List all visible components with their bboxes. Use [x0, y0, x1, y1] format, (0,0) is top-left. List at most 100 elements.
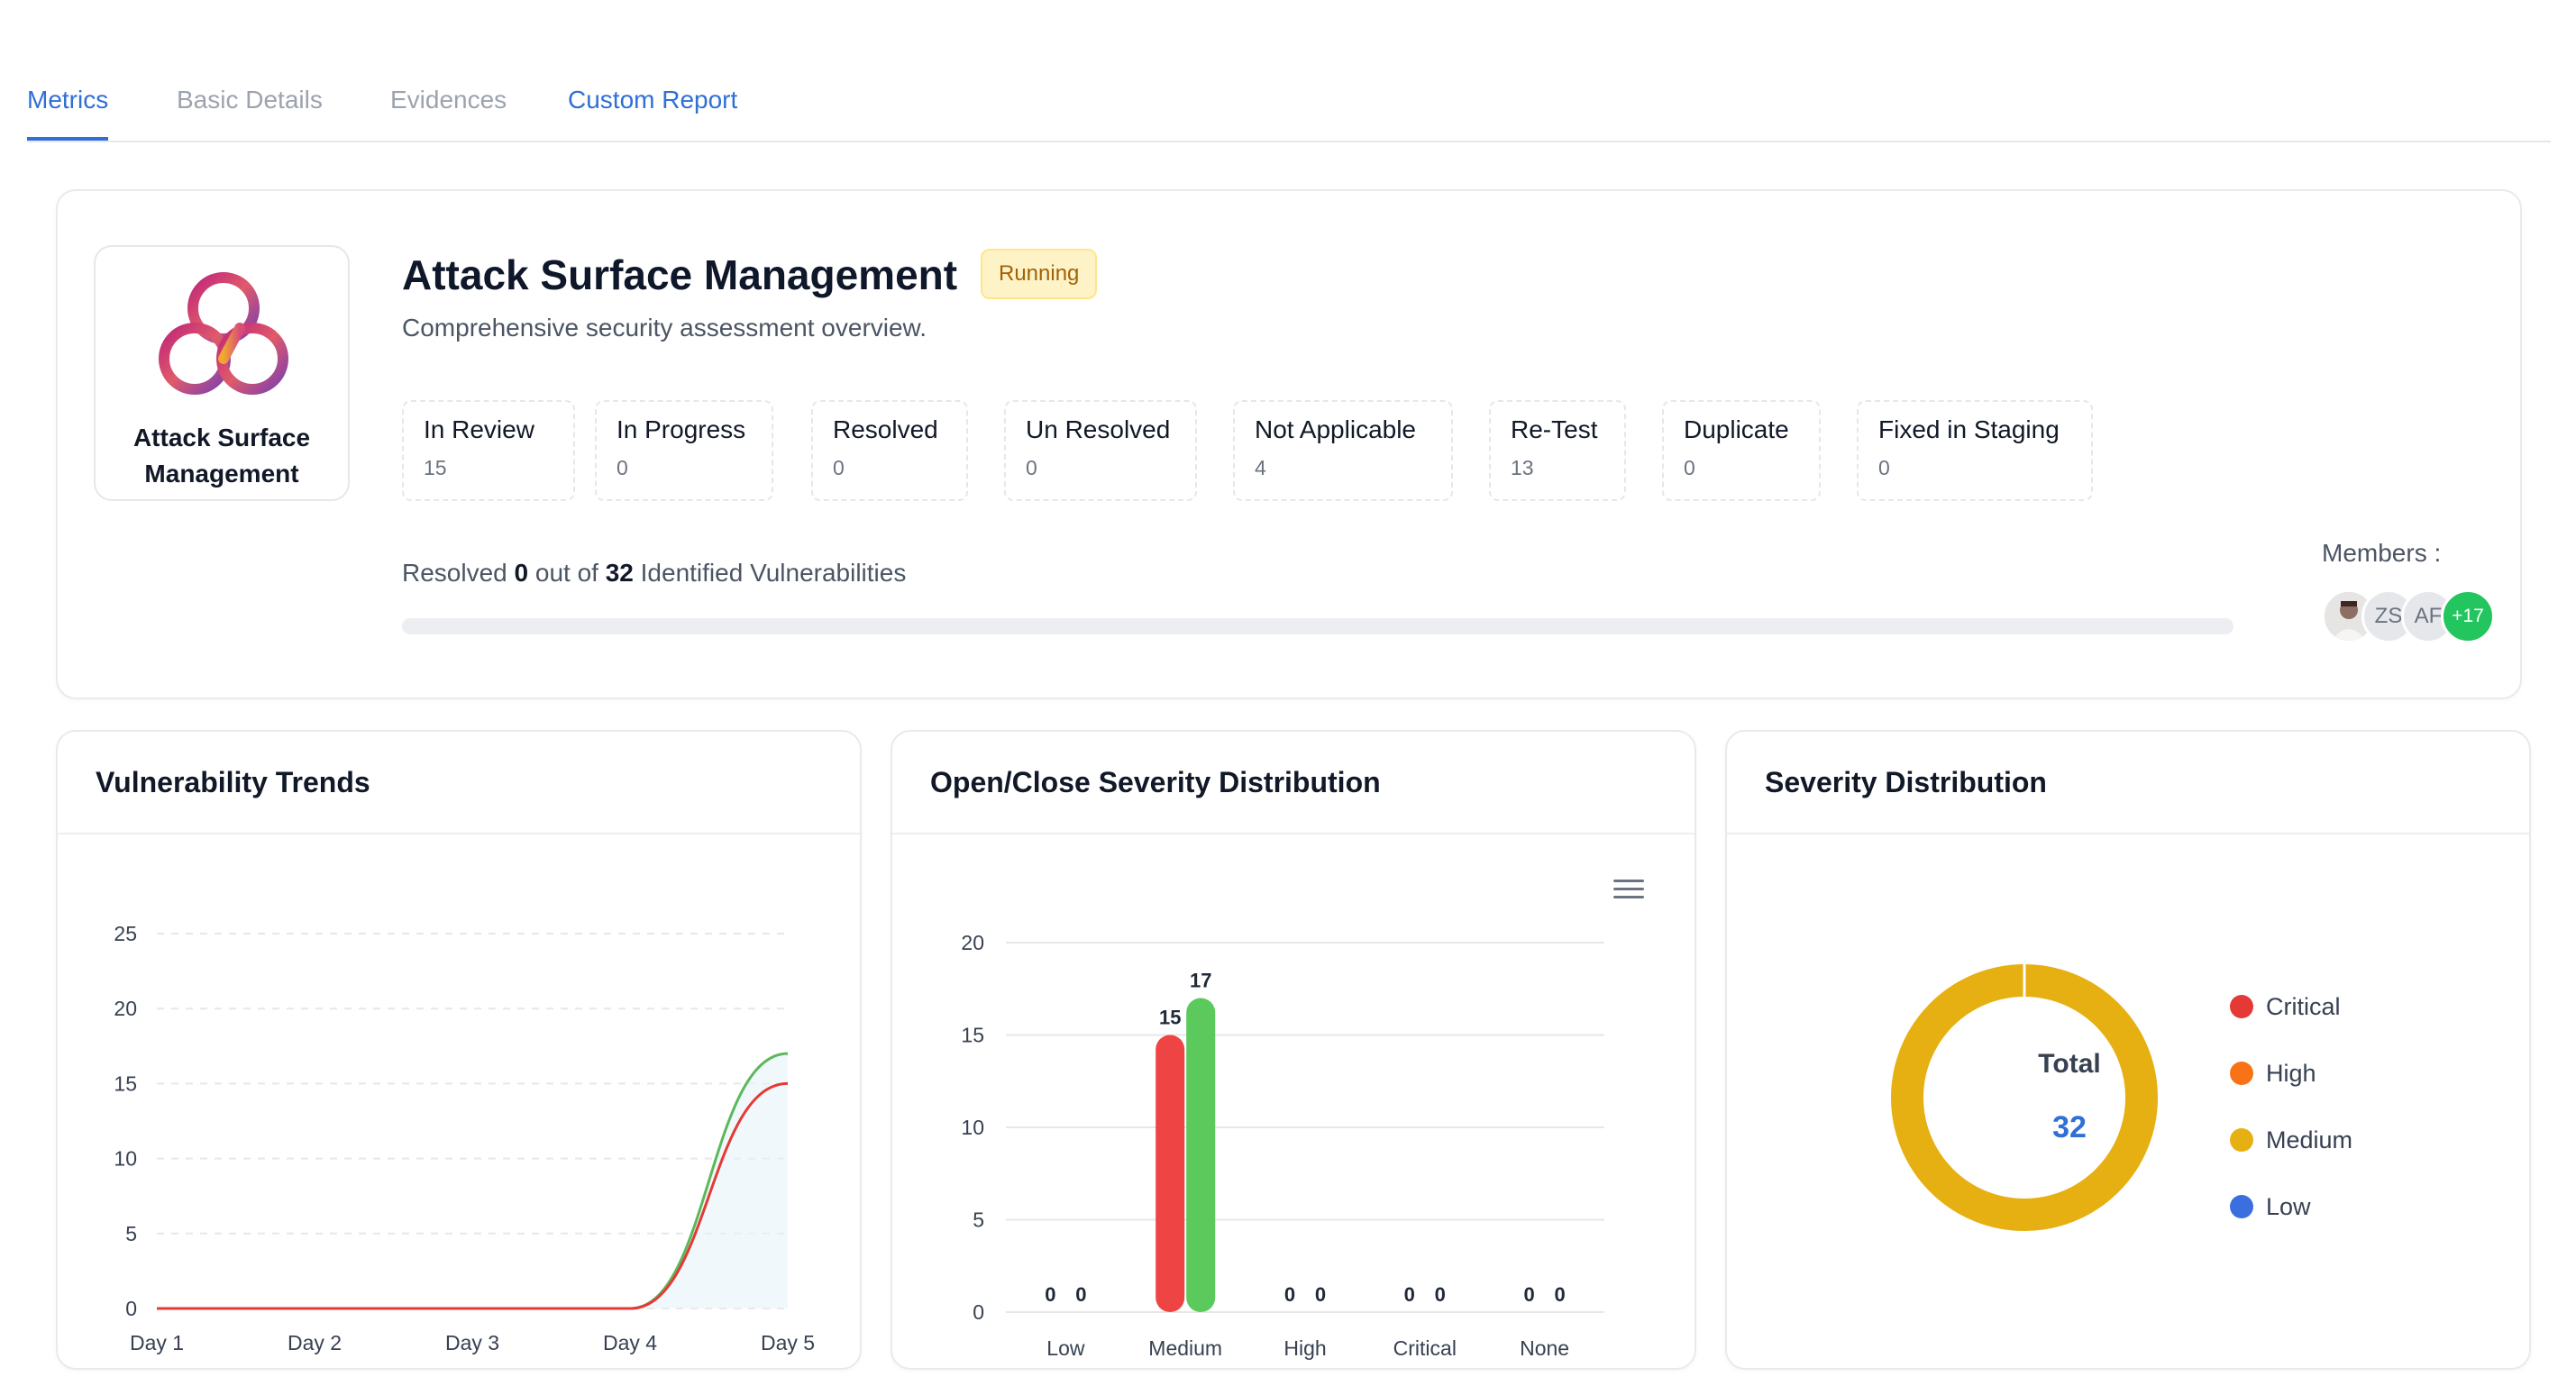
y-tick-label: 20: [114, 997, 137, 1020]
y-tick-label: 25: [114, 922, 137, 945]
panel-header: Vulnerability Trends: [58, 732, 860, 834]
legend-dot-icon: [2230, 995, 2253, 1018]
panel-title: Severity Distribution: [1765, 766, 2047, 798]
y-tick-label: 5: [125, 1222, 137, 1245]
resolved-count: 0: [514, 559, 529, 587]
open-close-severity-panel: Open/Close Severity Distribution 0 5 10 15 2…: [891, 730, 1696, 1370]
panel-header: Severity Distribution: [1727, 732, 2529, 834]
user-photo-icon: [2325, 592, 2373, 641]
resolved-mid: out of: [534, 559, 598, 587]
legend-item[interactable]: Medium: [2230, 1126, 2352, 1193]
page-title: Attack Surface Management: [402, 251, 958, 298]
tab-custom-report[interactable]: Custom Report: [568, 86, 738, 114]
legend-item[interactable]: Low: [2230, 1193, 2352, 1260]
stat-value: 0: [1878, 456, 1890, 479]
bar: [1186, 998, 1216, 1312]
bar-value-label: 0: [1435, 1283, 1446, 1306]
x-tick-label: Day 2: [288, 1331, 342, 1354]
x-tick-label: Day 5: [761, 1331, 815, 1354]
legend-label: Low: [2266, 1193, 2311, 1220]
stat-label: Not Applicable: [1255, 415, 1417, 443]
donut-slice: [1891, 964, 2158, 1231]
x-tick-label: Day 1: [130, 1331, 184, 1354]
members-avatar-group[interactable]: ZS AF +17: [2322, 589, 2502, 643]
stat-label: In Review: [424, 415, 534, 443]
resolved-prefix: Resolved: [402, 559, 507, 587]
stat-card-un-resolved[interactable]: Un Resolved 0: [1004, 400, 1197, 501]
series-area: [157, 1053, 788, 1308]
legend-label: Medium: [2266, 1126, 2353, 1153]
legend-label: Critical: [2266, 993, 2341, 1020]
x-tick-label: Medium: [1148, 1336, 1222, 1360]
tab-evidences[interactable]: Evidences: [390, 86, 507, 114]
legend-dot-icon: [2230, 1128, 2253, 1152]
x-tick-label: Critical: [1393, 1336, 1457, 1360]
hamburger-menu-icon[interactable]: [1613, 880, 1644, 901]
y-tick-label: 0: [125, 1297, 137, 1320]
bar-value-label: 0: [1284, 1283, 1295, 1306]
stat-card-resolved[interactable]: Resolved 0: [811, 400, 968, 501]
legend-dot-icon: [2230, 1062, 2253, 1085]
stat-label: Resolved: [833, 415, 938, 443]
program-logo-label: Attack Surface Management: [132, 424, 311, 488]
y-tick-label: 5: [973, 1208, 984, 1232]
legend-item[interactable]: High: [2230, 1060, 2352, 1126]
panel-title: Vulnerability Trends: [96, 766, 370, 798]
donut-center-label: Total: [2038, 1049, 2101, 1079]
stat-card-in-progress[interactable]: In Progress 0: [595, 400, 773, 501]
stat-value: 13: [1511, 456, 1534, 479]
severity-donut-chart: [1891, 964, 2158, 1231]
tab-basic-details[interactable]: Basic Details: [177, 86, 323, 114]
donut-center-value: 32: [2052, 1110, 2087, 1144]
resolution-progress-bar: [402, 618, 2233, 634]
panel-title: Open/Close Severity Distribution: [930, 766, 1381, 798]
resolved-suffix: Identified Vulnerabilities: [640, 559, 907, 587]
bar-value-label: 0: [1523, 1283, 1534, 1306]
stat-value: 15: [424, 456, 447, 479]
x-tick-label: None: [1520, 1336, 1569, 1360]
stat-card-not-applicable[interactable]: Not Applicable 4: [1233, 400, 1453, 501]
stat-label: In Progress: [617, 415, 746, 443]
y-tick-label: 15: [961, 1024, 984, 1047]
severity-legend: Critical High Medium Low: [2230, 993, 2352, 1260]
tab-bar: Metrics Basic Details Evidences Custom R…: [27, 70, 2551, 142]
bar-value-label: 0: [1315, 1283, 1326, 1306]
stat-value: 4: [1255, 456, 1266, 479]
stat-label: Duplicate: [1684, 415, 1789, 443]
resolved-summary: Resolved 0 out of 32 Identified Vulnerab…: [402, 559, 906, 588]
x-tick-label: High: [1283, 1336, 1326, 1360]
bar-value-label: 17: [1190, 970, 1211, 992]
members-label: Members :: [2322, 539, 2442, 567]
panel-header: Open/Close Severity Distribution: [892, 732, 1694, 834]
y-tick-label: 20: [961, 931, 984, 954]
legend-dot-icon: [2230, 1195, 2253, 1218]
stat-label: Fixed in Staging: [1878, 415, 2060, 443]
stat-card-fixed-in-staging[interactable]: Fixed in Staging 0: [1857, 400, 2093, 501]
bar-value-label: 0: [1404, 1283, 1415, 1306]
status-badge: Running: [981, 249, 1098, 299]
more-members-badge[interactable]: +17: [2441, 589, 2495, 643]
y-tick-label: 10: [114, 1147, 137, 1171]
trefoil-logo-icon: [159, 272, 288, 395]
vulnerability-trends-panel: Vulnerability Trends 0 5 10 15 20 25 Day 1 Day …: [56, 730, 862, 1370]
y-tick-label: 15: [114, 1071, 137, 1095]
stat-label: Un Resolved: [1026, 415, 1171, 443]
stat-card-duplicate[interactable]: Duplicate 0: [1662, 400, 1821, 501]
bar-value-label: 15: [1159, 1007, 1181, 1029]
stat-card-in-review[interactable]: In Review 15: [402, 400, 575, 501]
bar-value-label: 0: [1554, 1283, 1565, 1306]
x-tick-label: Low: [1046, 1336, 1085, 1360]
stat-value: 0: [1684, 456, 1695, 479]
stat-value: 0: [1026, 456, 1037, 479]
y-tick-label: 10: [961, 1116, 984, 1139]
stat-card-re-test[interactable]: Re-Test 13: [1489, 400, 1626, 501]
stat-label: Re-Test: [1511, 415, 1598, 443]
severity-distribution-panel: Severity Distribution Total 32 Critical H…: [1725, 730, 2531, 1370]
bar: [1156, 1035, 1185, 1312]
x-tick-label: Day 4: [603, 1331, 657, 1354]
legend-item[interactable]: Critical: [2230, 993, 2352, 1060]
vulnerability-trends-chart: 0 5 10 15 20 25 Day 1 Day 2 Day 3 Day 4 Day 5: [114, 922, 815, 1354]
program-logo-box: Attack Surface Management: [94, 245, 350, 501]
tab-metrics[interactable]: Metrics: [27, 85, 109, 141]
